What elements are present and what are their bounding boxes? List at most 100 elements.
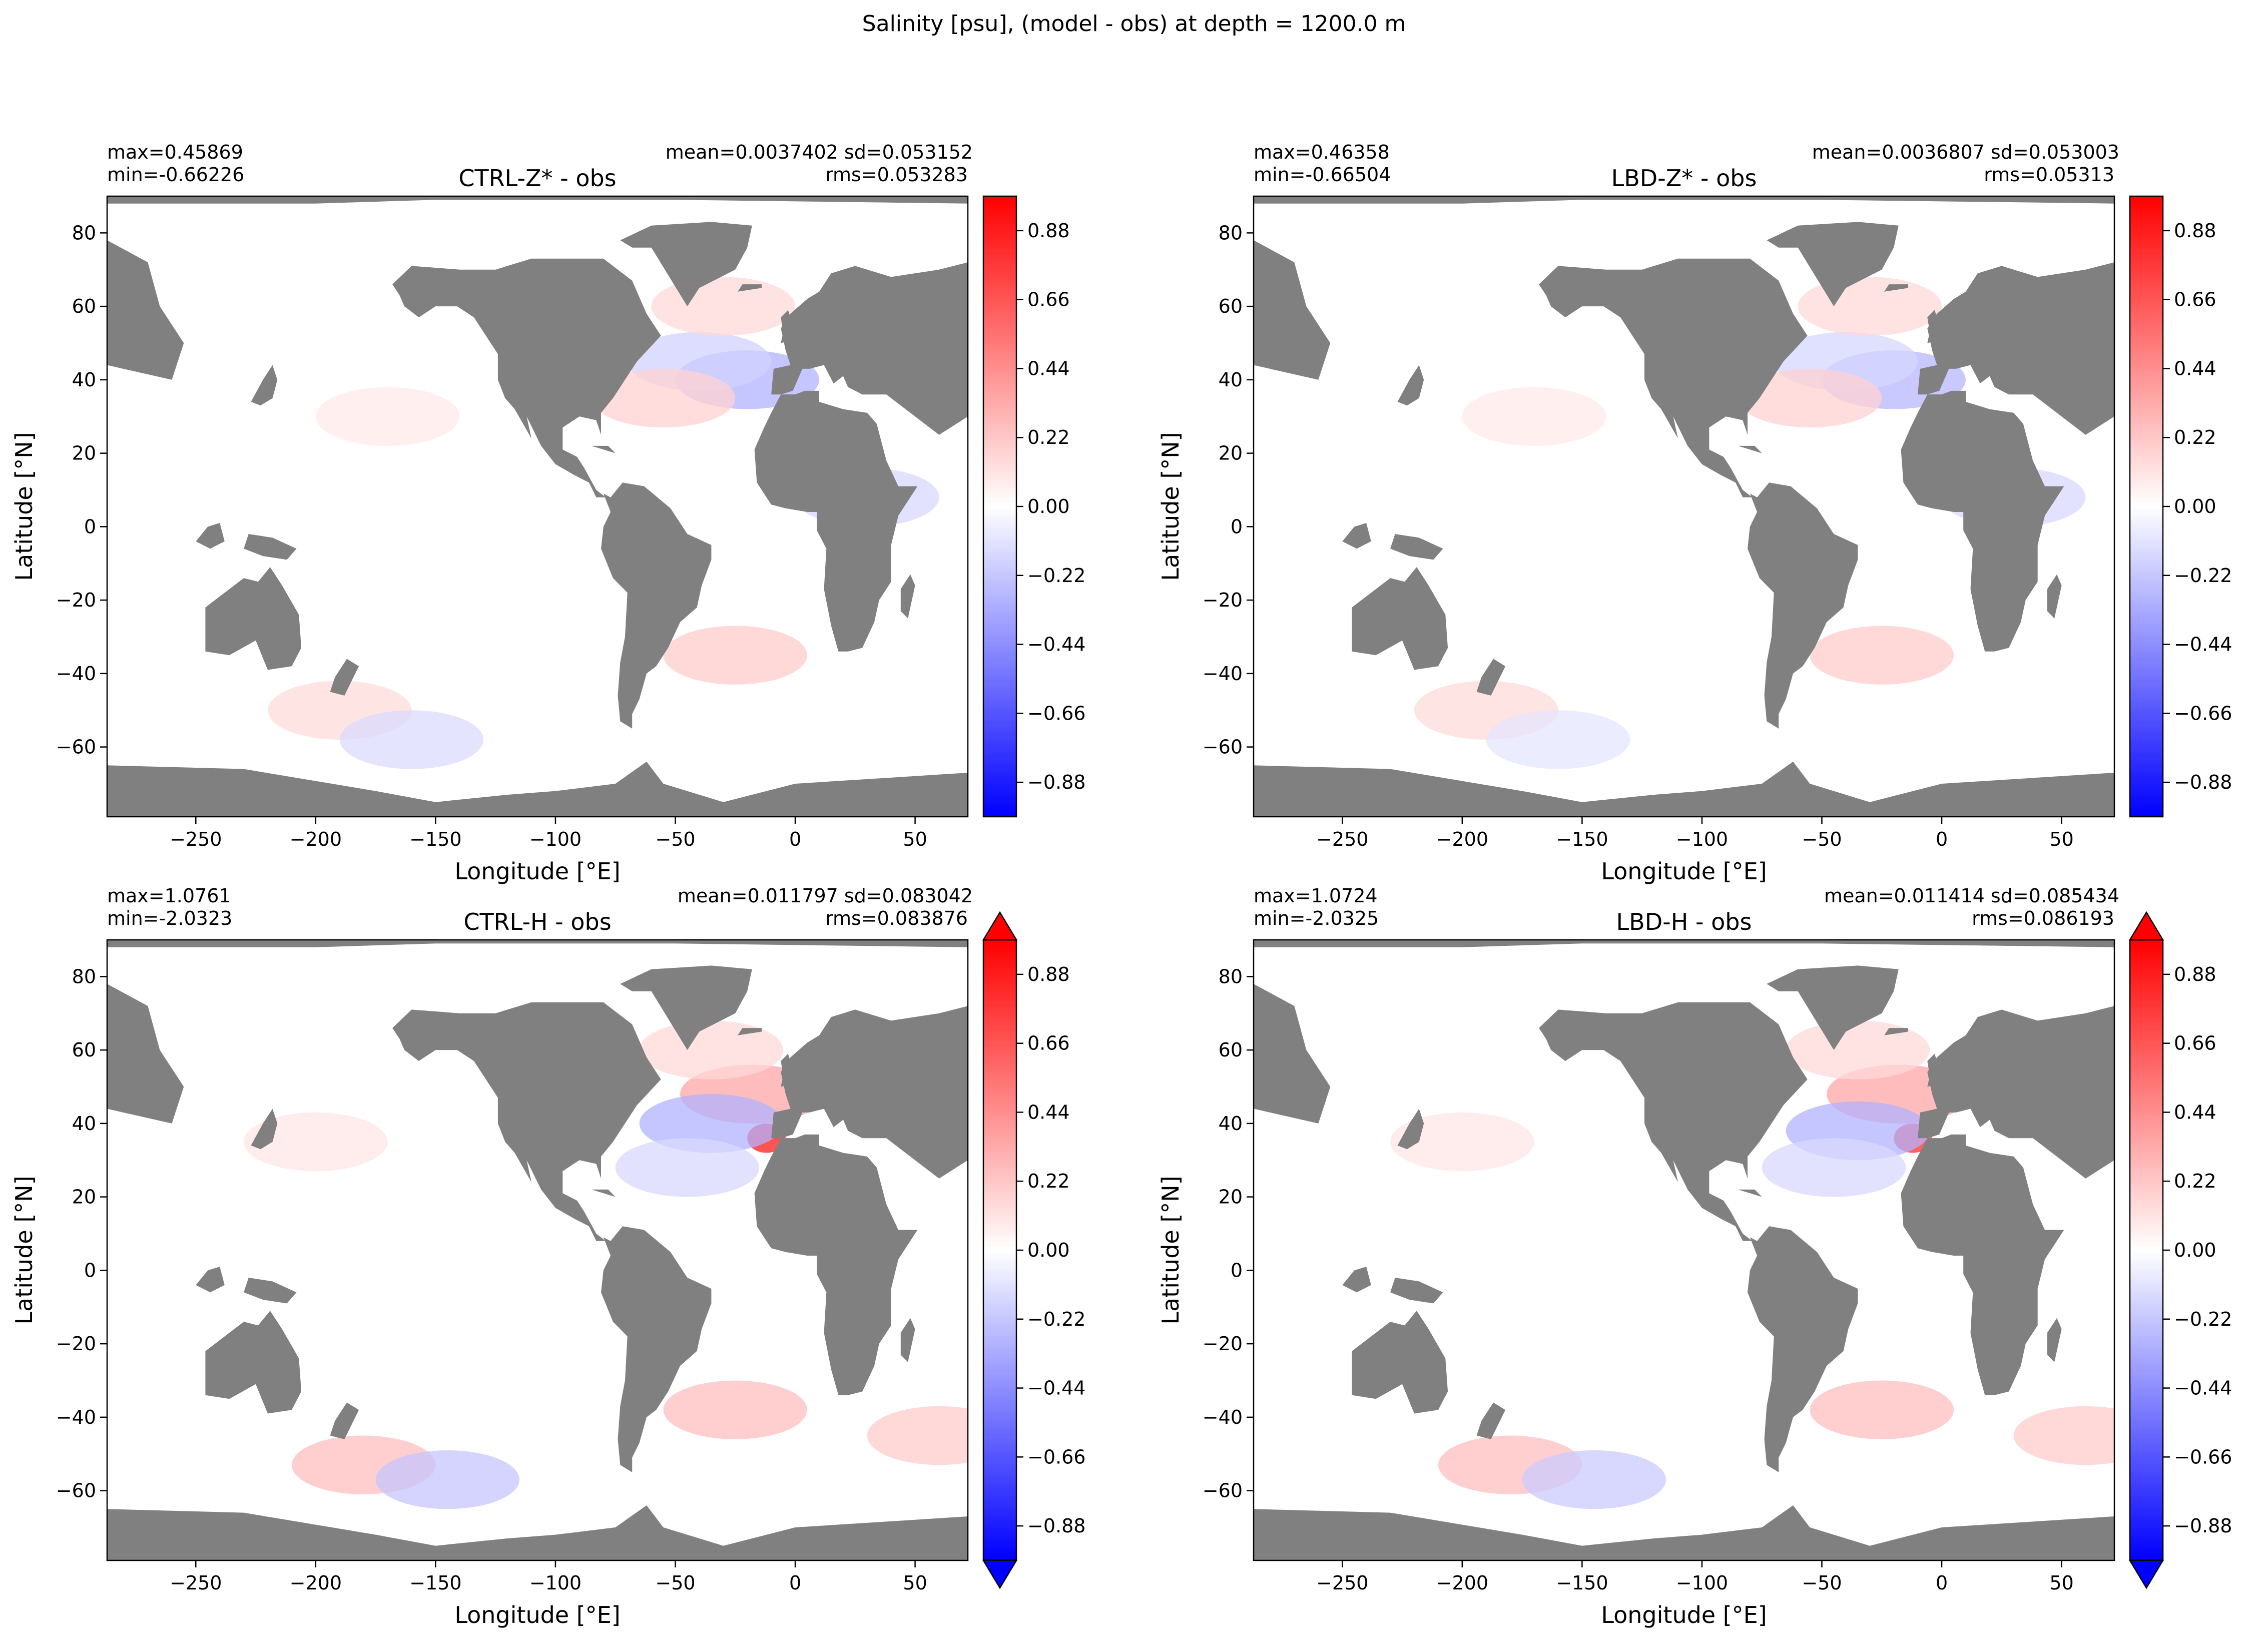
- x-tick-label: −200: [290, 828, 342, 850]
- stat-min: min=-0.66226: [107, 164, 244, 186]
- stat-max: max=0.46358: [1254, 141, 1390, 163]
- land-mask: [205, 567, 302, 670]
- colorbar-tick-label: 0.44: [1027, 1101, 1070, 1123]
- land-mask: [107, 940, 968, 947]
- stat-rms: rms=0.053283: [825, 164, 968, 186]
- land-mask: [1397, 365, 1424, 406]
- y-tick-label: 60: [1219, 295, 1243, 317]
- land-mask: [1738, 1189, 1762, 1197]
- x-tick-label: −100: [1676, 1572, 1728, 1594]
- land-mask: [196, 523, 225, 549]
- salinity-anomaly-field: [1254, 940, 2114, 1560]
- colorbar-tick-label: −0.88: [2174, 771, 2232, 793]
- y-axis-label: Latitude [°N]: [1157, 1176, 1184, 1324]
- colorbar-gradient: [2130, 196, 2163, 817]
- land-mask: [251, 365, 278, 406]
- stat-mean-sd: mean=0.0037402 sd=0.053152: [666, 141, 973, 163]
- colorbar-tick-label: 0.66: [2174, 1032, 2216, 1054]
- land-mask: [620, 965, 752, 1050]
- colorbar-tick-label: 0.00: [2174, 495, 2216, 517]
- panel-title: CTRL-H - obs: [463, 908, 611, 935]
- anomaly-blob: [375, 1450, 520, 1509]
- land-mask: [1918, 1006, 2114, 1179]
- salinity-anomaly-field: [107, 940, 968, 1560]
- land-mask: [1342, 1267, 1371, 1293]
- colorbar-tick-label: −0.22: [1027, 1308, 1085, 1330]
- land-mask: [781, 1053, 800, 1087]
- land-mask: [107, 761, 968, 817]
- x-tick-label: 0: [789, 828, 801, 850]
- land-mask: [330, 1402, 359, 1439]
- anomaly-blob: [591, 368, 736, 428]
- y-tick-label: −40: [56, 1406, 96, 1428]
- colorbar-tick-label: 0.44: [1027, 357, 1070, 379]
- colorbar-tick-label: −0.22: [1027, 565, 1085, 587]
- anomaly-blob: [2013, 1406, 2114, 1465]
- x-tick-label: 50: [2049, 828, 2073, 850]
- land-mask: [1767, 222, 1899, 307]
- land-mask: [1476, 659, 1506, 696]
- land-mask: [1342, 523, 1371, 549]
- land-mask: [1476, 1402, 1506, 1439]
- anomaly-blob: [1762, 1138, 1906, 1197]
- stat-max: max=1.0724: [1254, 885, 1378, 907]
- x-tick-label: −100: [529, 1572, 582, 1594]
- x-tick-label: 50: [903, 1572, 927, 1594]
- stat-min: min=-2.0325: [1254, 907, 1379, 929]
- stat-min: min=-0.66504: [1254, 164, 1391, 186]
- y-tick-label: 40: [1219, 1113, 1243, 1135]
- anomaly-blob: [1810, 626, 1954, 685]
- land-mask: [1254, 240, 1331, 380]
- anomaly-blob: [1738, 368, 1882, 428]
- land-mask: [1390, 1278, 1443, 1304]
- colorbar-tick-label: 0.00: [1027, 1239, 1070, 1261]
- anomaly-blob: [1390, 1112, 1534, 1172]
- y-tick-label: 0: [1231, 515, 1243, 537]
- y-tick-label: −20: [56, 589, 96, 611]
- land-mask: [2047, 1318, 2062, 1362]
- land-mask: [392, 258, 661, 497]
- map-panel-2: −250 −200 −150 −100 −50 0 50−60−40−20020406080…: [1157, 141, 2232, 885]
- colorbar-extend-min: [982, 1559, 1018, 1589]
- colorbar-extend-min: [2128, 1559, 2164, 1589]
- land-mask: [107, 196, 968, 204]
- x-tick-label: 0: [1936, 828, 1948, 850]
- land-mask: [1927, 1053, 1947, 1087]
- y-axis-label: Latitude [°N]: [11, 1176, 38, 1324]
- stat-mean-sd: mean=0.011797 sd=0.083042: [678, 885, 973, 907]
- y-tick-label: −20: [1203, 589, 1243, 611]
- colorbar: −0.88 −0.66 −0.44 −0.22 0.00 0.22 0.44 0.66 0.88: [982, 911, 1085, 1589]
- y-tick-label: 40: [72, 369, 96, 391]
- colorbar-tick-label: 0.22: [2174, 426, 2216, 448]
- stat-max: max=1.0761: [107, 885, 231, 907]
- stat-rms: rms=0.086193: [1972, 907, 2114, 929]
- land-mask: [591, 1189, 616, 1197]
- y-tick-label: 0: [84, 1259, 96, 1281]
- y-tick-label: 40: [72, 1113, 96, 1135]
- land-mask: [107, 240, 184, 380]
- x-tick-label: −150: [1556, 1572, 1608, 1594]
- y-tick-label: 20: [1219, 1186, 1243, 1208]
- colorbar-tick-label: −0.66: [2174, 702, 2232, 724]
- colorbar-tick-label: 0.88: [1027, 220, 1070, 242]
- colorbar-tick-label: −0.22: [2174, 565, 2232, 587]
- land-mask: [1539, 1002, 1808, 1241]
- panels: −250 −200 −150 −100 −50 0 50−60−40−20020406080…: [11, 141, 2232, 1628]
- land-mask: [196, 1267, 225, 1293]
- land-mask: [783, 1134, 819, 1142]
- x-tick-label: −250: [1316, 828, 1368, 850]
- anomaly-blob: [651, 277, 796, 336]
- land-mask: [392, 1002, 661, 1241]
- colorbar-tick-label: 0.44: [2174, 1101, 2216, 1123]
- land-mask: [1884, 1028, 1908, 1035]
- land-mask: [900, 574, 915, 619]
- land-mask: [620, 222, 752, 307]
- x-tick-label: −200: [1436, 828, 1488, 850]
- salinity-anomaly-field: [1254, 196, 2114, 817]
- salinity-anomaly-field: [107, 196, 968, 817]
- axes-frame: [1253, 195, 2115, 818]
- map-panel-4: −250 −200 −150 −100 −50 0 50−60−40−20020406080…: [1157, 885, 2232, 1628]
- y-tick-label: 0: [84, 515, 96, 537]
- anomaly-blob: [663, 626, 807, 685]
- colorbar-tick-label: 0.44: [2174, 357, 2216, 379]
